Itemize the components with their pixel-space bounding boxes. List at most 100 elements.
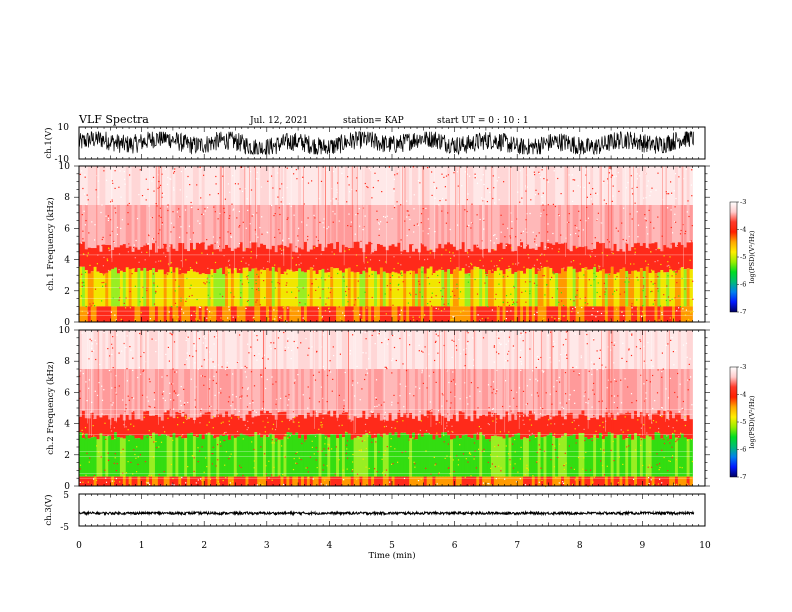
speckle — [562, 481, 564, 483]
speckle — [150, 217, 152, 219]
band-cell — [137, 205, 141, 250]
speckle — [129, 290, 131, 293]
band-cell — [187, 419, 191, 434]
speckle — [504, 478, 506, 480]
speckle — [685, 168, 687, 170]
band-cell — [593, 266, 597, 307]
speckle — [663, 294, 665, 296]
band-cell — [192, 205, 197, 250]
speckle — [359, 314, 361, 316]
y-tick-label: 0 — [64, 318, 70, 328]
speckle — [214, 261, 217, 264]
speckle — [586, 320, 588, 322]
speckle — [437, 308, 440, 310]
band-cell — [265, 166, 270, 205]
band-cell — [295, 330, 299, 369]
band-cell — [493, 413, 498, 436]
speckle — [118, 269, 120, 271]
speckle — [246, 198, 248, 200]
band-cell — [222, 306, 226, 322]
speckle — [681, 467, 683, 469]
speckle — [223, 207, 225, 209]
band-cell — [511, 330, 515, 369]
band-cell — [102, 369, 106, 416]
speckle — [242, 257, 244, 259]
band-cell — [397, 306, 401, 322]
speckle — [540, 467, 542, 469]
band-cell — [79, 416, 83, 433]
band-cell — [517, 270, 521, 307]
band-cell — [315, 247, 319, 275]
speckle — [348, 184, 350, 186]
speckle — [239, 188, 241, 190]
band-cell — [674, 476, 679, 486]
speckle — [450, 319, 452, 321]
speckle — [496, 389, 498, 391]
speckle — [87, 199, 89, 201]
band-cell — [485, 166, 489, 205]
speckle — [91, 221, 93, 223]
speckle — [537, 193, 540, 195]
band-cell — [333, 434, 337, 477]
band-cell — [131, 251, 135, 269]
speckle — [225, 274, 227, 276]
speckle — [328, 370, 330, 372]
band-cell — [429, 266, 433, 307]
speckle — [158, 446, 160, 448]
band-cell — [166, 330, 170, 369]
band-cell — [639, 437, 644, 477]
band-cell — [508, 166, 512, 205]
band-cell — [420, 414, 425, 437]
speckle — [151, 238, 153, 240]
speckle — [596, 218, 598, 220]
speckle — [661, 407, 663, 409]
speckle — [160, 260, 162, 262]
band-cell — [111, 439, 115, 477]
speckle — [293, 168, 296, 170]
band-cell — [558, 273, 562, 307]
speckle — [431, 273, 433, 275]
band-cell — [169, 416, 173, 438]
band-cell — [572, 369, 577, 419]
speckle — [141, 251, 143, 253]
speckle — [499, 344, 502, 346]
band-cell — [368, 166, 372, 205]
header-station: station= KAP — [343, 116, 404, 126]
band-cell — [201, 205, 206, 243]
speckle — [374, 343, 376, 345]
speckle — [304, 303, 306, 305]
speckle — [584, 440, 586, 442]
band-cell — [122, 420, 127, 439]
speckle — [155, 241, 157, 243]
band-cell — [464, 306, 468, 322]
speckle — [657, 276, 659, 278]
band-cell — [642, 166, 647, 205]
speckle — [537, 395, 539, 397]
band-cell — [105, 476, 109, 486]
speckle — [106, 260, 109, 262]
speckle — [644, 214, 646, 216]
band-cell — [341, 272, 346, 307]
band-cell — [90, 330, 95, 369]
band-cell — [146, 434, 150, 477]
band-cell — [385, 435, 390, 477]
band-cell — [663, 410, 667, 435]
band-cell — [596, 330, 600, 369]
speckle — [426, 277, 428, 279]
speckle — [172, 187, 175, 189]
speckle — [614, 278, 617, 280]
band-cell — [263, 369, 267, 414]
speckle — [365, 256, 367, 259]
band-cell — [350, 439, 355, 477]
speckle — [408, 229, 410, 231]
band-cell — [558, 369, 562, 411]
speckle — [364, 439, 366, 442]
speckle — [634, 202, 636, 204]
speckle — [146, 251, 148, 253]
band-cell — [306, 434, 311, 477]
speckle — [527, 254, 529, 256]
speckle — [495, 293, 497, 295]
speckle — [139, 169, 141, 171]
band-cell — [134, 330, 138, 369]
speckle — [210, 358, 212, 360]
